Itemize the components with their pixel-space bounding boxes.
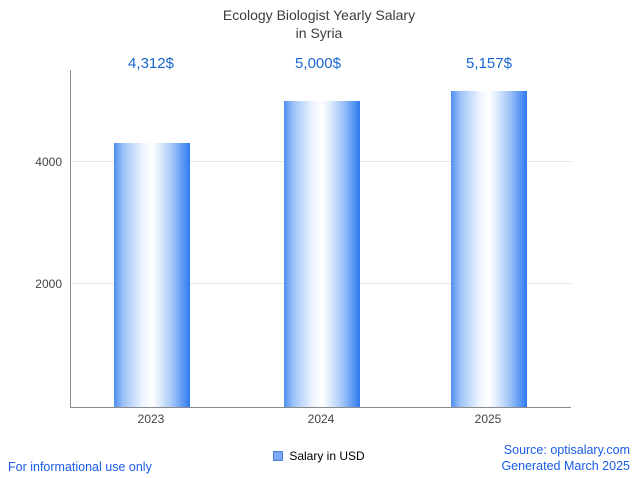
y-axis-label: 4000 xyxy=(35,155,62,169)
bar[interactable] xyxy=(114,143,190,407)
chart-title: Ecology Biologist Yearly Salary in Syria xyxy=(0,6,638,42)
legend-marker-icon xyxy=(273,451,284,461)
x-axis-label-2023: 2023 xyxy=(137,412,165,426)
bar-value-label-2023: 4,312$ xyxy=(128,55,174,72)
chart-title-line1: Ecology Biologist Yearly Salary xyxy=(222,7,416,23)
chart-title-line2: in Syria xyxy=(295,25,343,42)
bar-value-label-2025: 5,157$ xyxy=(466,55,512,72)
footer-source-block: Source: optisalary.com Generated March 2… xyxy=(501,442,630,475)
x-axis-label-2025: 2025 xyxy=(474,412,502,426)
bar-value-label-2024: 5,000$ xyxy=(295,55,341,72)
disclaimer-text: For informational use only xyxy=(8,460,152,474)
source-link[interactable]: Source: optisalary.com xyxy=(503,442,630,457)
y-axis-label: 2000 xyxy=(35,277,62,291)
bar[interactable] xyxy=(451,91,527,407)
plot-area xyxy=(70,70,571,408)
bar[interactable] xyxy=(284,101,360,407)
legend-label: Salary in USD xyxy=(289,449,365,463)
x-axis-label-2024: 2024 xyxy=(307,412,335,426)
generated-date: Generated March 2025 xyxy=(501,458,630,473)
chart-legend: Salary in USD xyxy=(0,449,638,463)
